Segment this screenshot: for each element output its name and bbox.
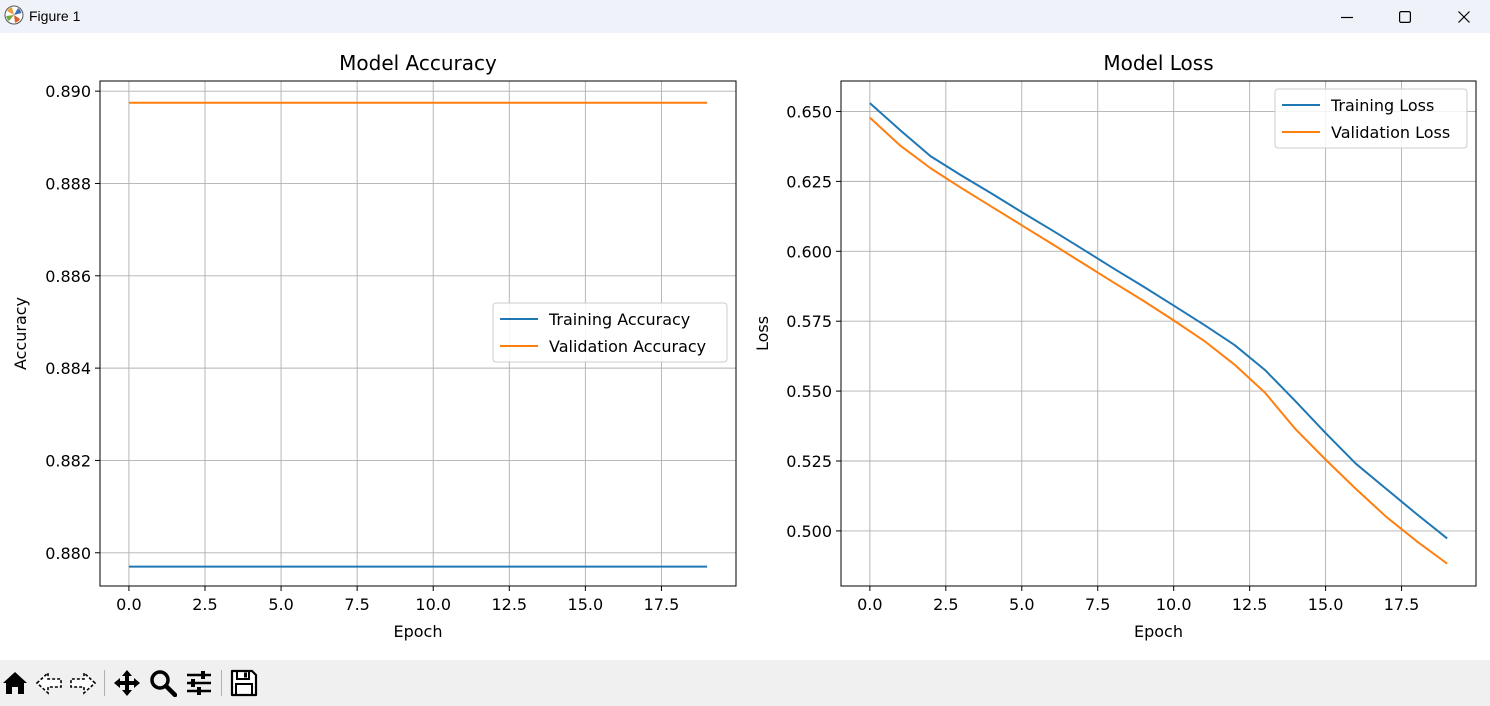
x-axis-label: Epoch — [1134, 622, 1183, 641]
maximize-button[interactable] — [1376, 0, 1434, 33]
y-tick-label: 0.550 — [786, 382, 832, 401]
y-axis-label: Accuracy — [11, 297, 30, 370]
y-tick-label: 0.882 — [45, 451, 91, 470]
maximize-icon — [1399, 10, 1411, 23]
y-tick-label: 0.650 — [786, 102, 832, 121]
forward-button[interactable] — [68, 668, 98, 698]
window-titlebar: Figure 1 — [0, 0, 1490, 33]
legend: Training Loss Validation Loss — [1274, 88, 1468, 149]
x-tick-label: 5.0 — [1009, 595, 1034, 614]
legend-entry-label: Validation Accuracy — [549, 337, 706, 356]
save-icon — [230, 669, 258, 697]
y-tick-label: 0.500 — [786, 522, 832, 541]
y-tick-label: 0.600 — [786, 242, 832, 261]
series-line-validation-loss — [869, 116, 1448, 565]
axes-frame — [99, 80, 737, 587]
y-tick-label: 0.880 — [45, 544, 91, 563]
y-tick-label: 0.888 — [45, 174, 91, 193]
x-tick-label: 10.0 — [415, 595, 451, 614]
x-tick-label: 2.5 — [933, 595, 958, 614]
y-axis-label: Loss — [753, 316, 772, 351]
x-tick-label: 0.0 — [116, 595, 141, 614]
y-tick-label: 0.890 — [45, 82, 91, 101]
zoom-button[interactable] — [148, 668, 178, 698]
back-icon — [35, 671, 62, 695]
close-icon — [1458, 10, 1470, 23]
y-tick-label: 0.625 — [786, 172, 832, 191]
legend-entry-label: Training Accuracy — [548, 310, 690, 329]
configure-subplots-button[interactable] — [184, 668, 214, 698]
y-tick-label: 0.575 — [786, 312, 832, 331]
x-tick-label: 15.0 — [568, 595, 604, 614]
window-title: Figure 1 — [29, 8, 81, 24]
legend-box — [492, 302, 728, 363]
back-button[interactable] — [34, 668, 64, 698]
x-axis-label: Epoch — [394, 622, 443, 641]
close-button[interactable] — [1435, 0, 1490, 33]
x-tick-label: 10.0 — [1156, 595, 1192, 614]
x-tick-label: 5.0 — [268, 595, 293, 614]
navigation-toolbar — [0, 660, 1490, 706]
configure-subplots-icon — [187, 671, 211, 695]
series-line-training-loss — [869, 102, 1448, 540]
x-tick-label: 15.0 — [1308, 595, 1344, 614]
x-tick-label: 0.0 — [857, 595, 882, 614]
y-tick-label: 0.886 — [45, 267, 91, 286]
matplotlib-logo-icon — [4, 5, 24, 25]
x-tick-label: 17.5 — [644, 595, 680, 614]
x-tick-label: 2.5 — [192, 595, 217, 614]
chart-title: Model Loss — [1103, 51, 1213, 75]
axes-frame — [840, 80, 1477, 587]
figure-svg: 0.0 2.5 5.0 7.5 10.0 12.5 15.0 17.5 0.880 0.882 0.… — [11, 51, 1477, 641]
toolbar-separator — [104, 670, 105, 696]
y-tick-label: 0.525 — [786, 452, 832, 471]
x-tick-label: 7.5 — [1085, 595, 1110, 614]
chart-loss: 0.0 2.5 5.0 7.5 10.0 12.5 15.0 17.5 0.500 0.525 0.… — [753, 51, 1477, 641]
legend-entry-label: Training Loss — [1330, 96, 1434, 115]
legend-entry-label: Validation Loss — [1331, 123, 1450, 142]
save-button[interactable] — [229, 668, 259, 698]
pan-icon — [114, 670, 140, 696]
pan-button[interactable] — [112, 668, 142, 698]
x-tick-label: 17.5 — [1384, 595, 1420, 614]
home-button[interactable] — [0, 668, 30, 698]
y-tick-label: 0.884 — [45, 359, 91, 378]
toolbar-separator — [221, 670, 222, 696]
chart-accuracy: 0.0 2.5 5.0 7.5 10.0 12.5 15.0 17.5 0.880 0.882 0.… — [11, 51, 737, 641]
legend-box — [1274, 88, 1468, 149]
minimize-button[interactable] — [1318, 0, 1376, 33]
forward-icon — [70, 671, 97, 695]
x-tick-label: 12.5 — [491, 595, 527, 614]
legend: Training Accuracy Validation Accuracy — [492, 302, 728, 363]
chart-title: Model Accuracy — [339, 51, 497, 75]
figure-canvas[interactable]: 0.0 2.5 5.0 7.5 10.0 12.5 15.0 17.5 0.880 0.882 0.… — [0, 33, 1490, 660]
x-tick-label: 7.5 — [344, 595, 369, 614]
home-icon — [3, 672, 27, 694]
x-tick-label: 12.5 — [1232, 595, 1268, 614]
minimize-icon — [1341, 16, 1353, 18]
zoom-icon — [150, 670, 177, 697]
